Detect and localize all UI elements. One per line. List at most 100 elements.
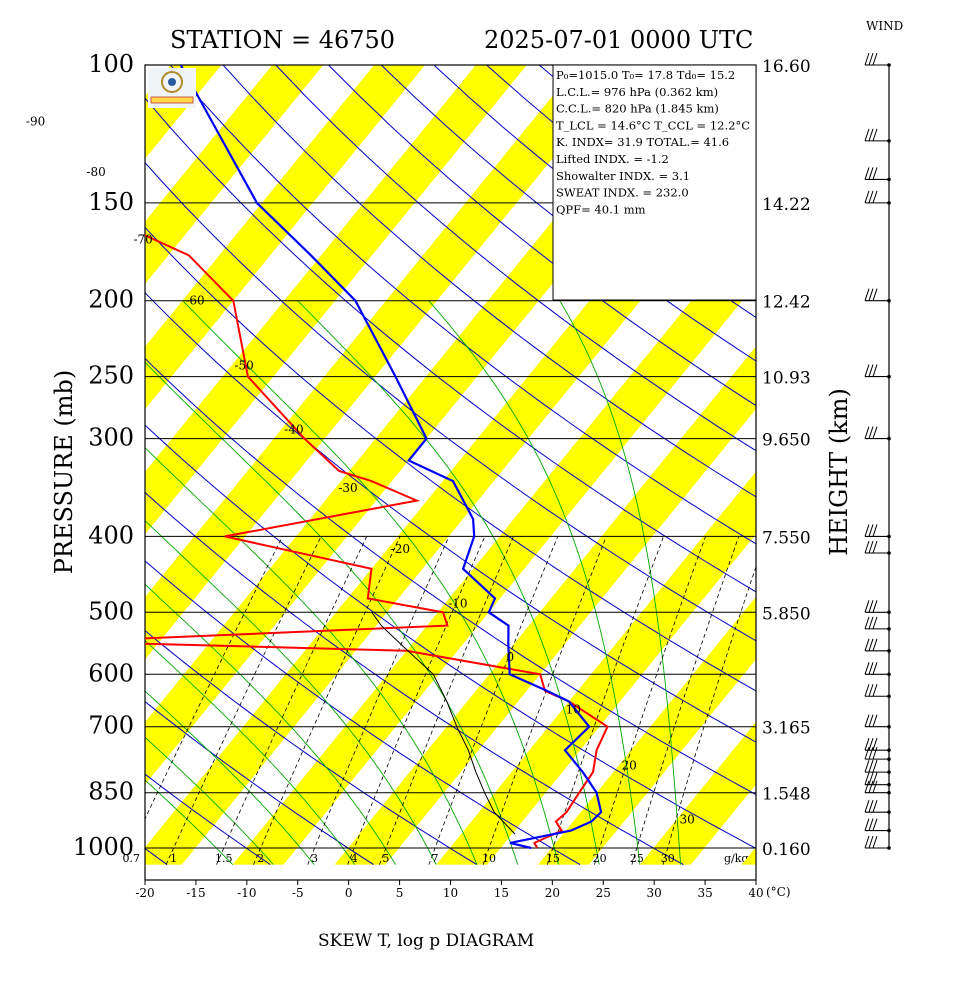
isotherm-label: -60 (185, 294, 204, 308)
pressure-tick-label: 200 (88, 286, 134, 314)
pressure-tick-label: 600 (88, 659, 134, 687)
isotherm-label: -50 (234, 359, 253, 373)
isotherm-label: 10 (566, 702, 581, 716)
isotherm-label: 0 (506, 650, 514, 664)
wind-barb-flag (873, 639, 877, 651)
wind-barb-flag (865, 427, 869, 439)
info-line: K. INDX= 31.9 TOTAL.= 41.6 (556, 135, 729, 149)
wind-barb-dot (887, 649, 891, 653)
wind-barb-flag (869, 617, 873, 629)
wind-barb-flag (865, 289, 869, 301)
wind-barb-flag (873, 800, 877, 812)
wind-barb-dot (887, 437, 891, 441)
mixing-ratio-label: 4 (351, 852, 358, 865)
info-line: T_LCL = 14.6°C T_CCL = 12.2°C (556, 118, 750, 132)
wind-barb-flag (869, 524, 873, 536)
mixing-ratio-label: 1.5 (215, 852, 233, 865)
datetime-title: 2025-07-01 0000 UTC (484, 26, 753, 54)
wind-barb-flag (869, 715, 873, 727)
wind-barb-flag (869, 167, 873, 179)
wind-barb-dot (887, 829, 891, 833)
wind-barb-flag (865, 541, 869, 553)
wind-barb-dot (887, 672, 891, 676)
logo-emblem-center (168, 78, 176, 86)
station-title: STATION = 46750 (170, 26, 395, 54)
height-tick-label: 16.60 (762, 57, 811, 77)
wind-barb-flag (869, 760, 873, 772)
wind-barb-flag (869, 819, 873, 831)
height-tick-label: 7.550 (762, 528, 811, 548)
wind-barb-dot (887, 770, 891, 774)
wind-barb-dot (887, 139, 891, 143)
mixing-ratio-label: 30 (661, 852, 675, 865)
pressure-tick-label: 400 (88, 521, 134, 549)
wind-barb-dot (887, 201, 891, 205)
mixing-ratio-label: 25 (630, 852, 644, 865)
wind-barb-flag (873, 617, 877, 629)
isotherm-label: -20 (391, 542, 410, 556)
station-logo (148, 68, 196, 108)
x-tick-label: -5 (292, 886, 304, 900)
x-tick-label: 25 (596, 886, 611, 900)
pressure-tick-label: 850 (88, 778, 134, 806)
wind-barb-flag (873, 129, 877, 141)
height-tick-label: 5.850 (762, 604, 811, 624)
wind-barb-flag (873, 541, 877, 553)
wind-barb-dot (887, 757, 891, 761)
wind-barb-flag (865, 365, 869, 377)
wind-barb-flag (865, 819, 869, 831)
isotherm-label: -10 (448, 596, 467, 610)
wind-barb-flag (865, 191, 869, 203)
pressure-tick-label: 500 (88, 597, 134, 625)
wind-barb-dot (887, 178, 891, 182)
wind-barb-dot (887, 299, 891, 303)
wind-barb-dot (887, 791, 891, 795)
x-tick-label: 10 (443, 886, 458, 900)
wind-barb-flag (865, 617, 869, 629)
mixing-ratio-label: 7 (432, 852, 439, 865)
height-tick-label: 3.165 (762, 719, 811, 739)
height-tick-label: 10.93 (762, 369, 811, 389)
mixing-ratio-label: 5 (382, 852, 389, 865)
wind-barb-flag (873, 836, 877, 848)
x-tick-label: 35 (697, 886, 712, 900)
mixing-ratio-label: 20 (593, 852, 607, 865)
isotherm-label: 30 (679, 813, 694, 827)
x-tick-label: 40 (748, 886, 763, 900)
y2-axis-label: HEIGHT (km) (825, 388, 853, 556)
wind-barb-flag (873, 524, 877, 536)
mixing-ratio-label: 2 (257, 852, 264, 865)
wind-barb-column (865, 53, 891, 850)
wind-barb-flag (865, 662, 869, 674)
isotherm-label: -70 (133, 232, 152, 246)
mixing-ratio-label: 1 (170, 852, 177, 865)
x-unit-label: (°C) (766, 885, 791, 899)
info-line: QPF= 40.1 mm (556, 202, 646, 216)
wind-barb-dot (887, 551, 891, 555)
info-line: Lifted INDX. = -1.2 (556, 152, 669, 166)
wind-label: WIND (866, 19, 903, 33)
height-tick-label: 9.650 (762, 431, 811, 451)
wind-barb-dot (887, 610, 891, 614)
wind-barb-flag (869, 53, 873, 65)
wind-barb-flag (869, 662, 873, 674)
wind-barb-flag (869, 129, 873, 141)
height-tick-label: 12.42 (762, 293, 811, 313)
wind-barb-dot (887, 694, 891, 698)
wind-barb-flag (873, 191, 877, 203)
wind-barb-flag (873, 819, 877, 831)
wind-barb-flag (865, 684, 869, 696)
wind-barb-flag (873, 53, 877, 65)
wind-barb-dot (887, 535, 891, 539)
pressure-tick-label: 250 (88, 362, 134, 390)
wind-barb-dot (887, 725, 891, 729)
wind-barb-dot (887, 810, 891, 814)
info-line: Showalter INDX. = 3.1 (556, 169, 690, 183)
wind-barb-flag (873, 167, 877, 179)
x-tick-label: 30 (647, 886, 662, 900)
y-axis-label: PRESSURE (mb) (50, 370, 78, 575)
wind-barb-flag (865, 760, 869, 772)
wind-barb-flag (865, 715, 869, 727)
